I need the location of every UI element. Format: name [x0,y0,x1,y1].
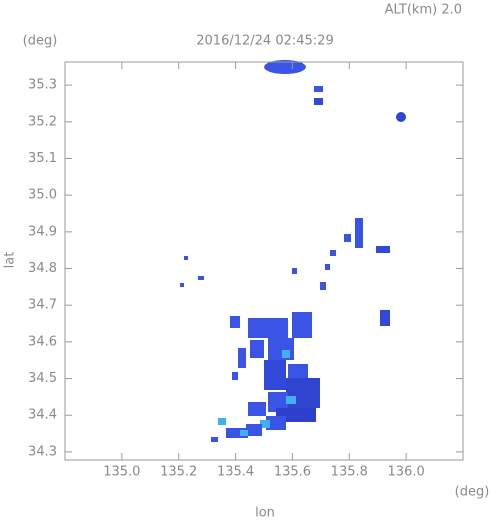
y-tick-label: 34.4 [28,408,57,423]
y-tick-label: 35.3 [28,78,57,93]
y-tick-label: 35.2 [28,114,57,129]
chart-title: 2016/12/24 02:45:29 [196,34,333,49]
x-tick-label: 135.8 [331,465,368,480]
y-unit: (deg) [23,34,58,49]
y-tick-label: 34.7 [28,298,57,313]
x-tick-label: 136.0 [388,465,425,480]
plot-frame [64,61,464,461]
y-tick-label: 35.1 [28,151,57,166]
x-tick-label: 135.2 [160,465,197,480]
y-tick-label: 35.0 [28,188,57,203]
x-axis-label: lon [255,506,275,521]
y-axis-label: lat [3,252,18,269]
y-tick-label: 34.6 [28,334,57,349]
x-unit: (deg) [455,485,490,500]
x-tick-label: 135.4 [217,465,254,480]
y-tick-label: 34.5 [28,371,57,386]
altitude-label: ALT(km) 2.0 [385,3,462,18]
y-tick-label: 34.8 [28,261,57,276]
y-tick-label: 34.9 [28,224,57,239]
y-tick-label: 34.3 [28,444,57,459]
x-tick-label: 135.6 [274,465,311,480]
radar-echoes [180,60,406,442]
x-tick-label: 135.0 [103,465,140,480]
